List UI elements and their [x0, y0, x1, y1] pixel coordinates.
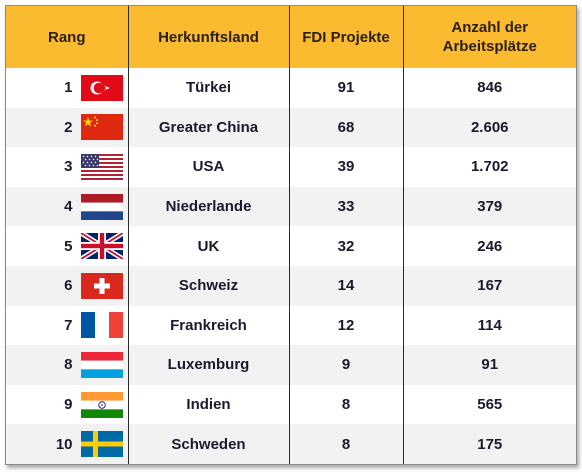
fdi-table-frame: Rang Herkunftsland FDI Projekte Anzahl d…: [5, 5, 577, 465]
france-flag-icon: [80, 312, 123, 339]
fdi-cell: 32: [288, 226, 403, 266]
table-header-row: Rang Herkunftsland FDI Projekte Anzahl d…: [6, 6, 576, 68]
table-row: 4 Niederlande 33 379: [6, 186, 576, 227]
turkey-flag-icon: [80, 74, 123, 101]
fdi-ranking-table: Rang Herkunftsland FDI Projekte Anzahl d…: [6, 6, 576, 464]
rank-number: 10: [55, 435, 73, 453]
rank-cell: 2: [6, 107, 128, 148]
rank-cell: 1: [6, 68, 128, 108]
rank-number: 7: [64, 316, 73, 334]
rank-number: 8: [64, 356, 73, 374]
fdi-cell: 39: [288, 147, 403, 187]
country-cell: Schweiz: [127, 265, 289, 306]
usa-flag-icon: [80, 153, 123, 180]
header-country: Herkunftsland: [127, 6, 289, 68]
rank-number: 1: [64, 79, 73, 97]
rank-cell: 4: [6, 186, 128, 227]
rank-number: 9: [64, 396, 73, 414]
rank-number: 2: [64, 118, 73, 136]
rank-cell: 3: [6, 147, 128, 187]
jobs-cell: 114: [402, 305, 576, 346]
fdi-cell: 33: [288, 186, 403, 227]
country-cell: Schweden: [127, 424, 289, 464]
rank-number: 5: [64, 237, 73, 255]
rank-cell: 10: [6, 424, 128, 464]
jobs-cell: 1.702: [402, 147, 576, 187]
table-row: 3: [6, 147, 576, 187]
rank-number: 4: [64, 198, 73, 216]
india-flag-icon: [80, 391, 123, 418]
fdi-cell: 8: [288, 424, 403, 464]
jobs-cell: 565: [402, 384, 576, 425]
switzerland-flag-icon: [80, 272, 123, 299]
netherlands-flag-icon: [80, 193, 123, 220]
country-cell: Türkei: [127, 68, 289, 108]
rank-cell: 8: [6, 345, 128, 385]
fdi-cell: 12: [288, 305, 403, 346]
jobs-cell: 167: [402, 265, 576, 306]
rank-cell: 7: [6, 305, 128, 346]
country-cell: Niederlande: [127, 186, 289, 227]
header-jobs: Anzahl der Arbeitsplätze: [402, 6, 576, 68]
table-row: 6 Schweiz 14 167: [6, 265, 576, 306]
country-cell: Greater China: [127, 107, 289, 148]
rank-number: 6: [64, 277, 73, 295]
fdi-cell: 9: [288, 345, 403, 385]
table-row: 7 Frankreich 12 114: [6, 305, 576, 346]
fdi-cell: 14: [288, 265, 403, 306]
china-flag-icon: [80, 114, 123, 141]
country-cell: Indien: [127, 384, 289, 425]
country-cell: USA: [127, 147, 289, 187]
rank-cell: 5: [6, 226, 128, 266]
fdi-cell: 91: [288, 68, 403, 108]
jobs-cell: 246: [402, 226, 576, 266]
uk-flag-icon: [80, 233, 123, 260]
country-cell: Luxemburg: [127, 345, 289, 385]
jobs-cell: 846: [402, 68, 576, 108]
rank-number: 3: [64, 158, 73, 176]
table-row: 5 UK 32 246: [6, 226, 576, 266]
jobs-cell: 379: [402, 186, 576, 227]
jobs-cell: 175: [402, 424, 576, 464]
country-cell: UK: [127, 226, 289, 266]
jobs-cell: 2.606: [402, 107, 576, 148]
table-row: 10 Schweden 8 175: [6, 424, 576, 464]
sweden-flag-icon: [80, 431, 123, 458]
rank-cell: 9: [6, 384, 128, 425]
jobs-cell: 91: [402, 345, 576, 385]
table-row: 9 Indien 8 565: [6, 384, 576, 425]
fdi-cell: 8: [288, 384, 403, 425]
table-row: 8 Luxemburg 9 91: [6, 345, 576, 385]
table-row: 2 Greater China 68 2.606: [6, 107, 576, 148]
header-rank: Rang: [6, 6, 128, 68]
country-cell: Frankreich: [127, 305, 289, 346]
table-row: 1 Türkei 91 846: [6, 68, 576, 108]
header-fdi-projects: FDI Projekte: [288, 6, 403, 68]
luxembourg-flag-icon: [80, 351, 123, 378]
fdi-cell: 68: [288, 107, 403, 148]
rank-cell: 6: [6, 265, 128, 306]
